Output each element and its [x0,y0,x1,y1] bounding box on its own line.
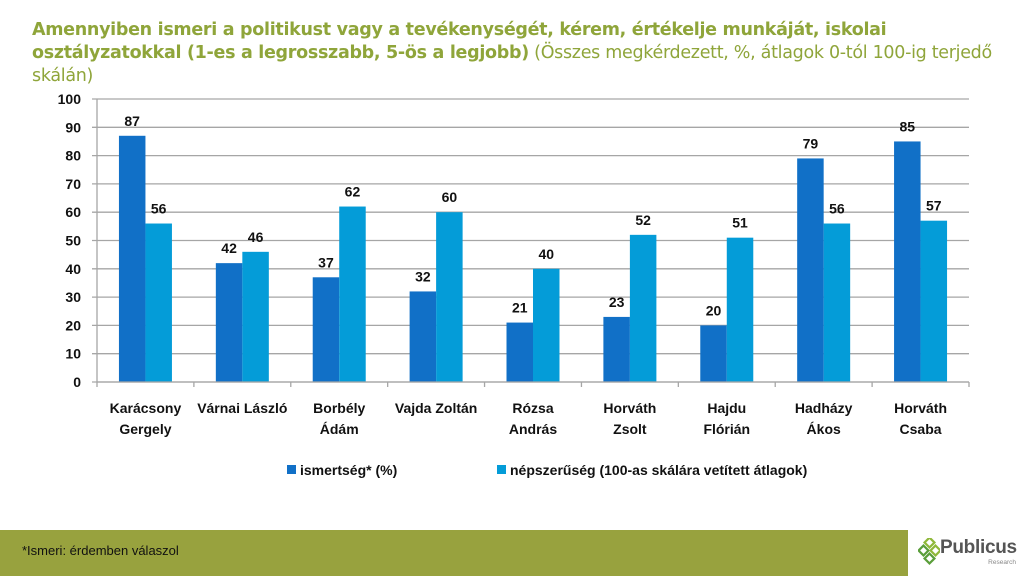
data-label: 87 [124,113,140,129]
data-label: 79 [803,135,819,151]
bars [118,135,948,382]
data-label: 85 [900,118,916,134]
y-tick-label: 80 [65,148,81,164]
footer-bar: *Ismeri: érdemben válaszol [0,530,908,576]
bar-ismertseg [312,277,340,382]
category-label: Karácsony [110,400,182,416]
category-label: Horváth [894,400,947,416]
category-label: Ádám [320,421,359,437]
legend: ismertség* (%) népszerűség (100-as skálár… [287,462,807,478]
data-label: 52 [635,212,651,228]
category-label: Borbély [313,400,365,416]
category-label: Csaba [900,421,942,437]
bar-nepszeruseg [339,206,366,382]
data-label: 37 [318,254,334,270]
data-label: 62 [345,184,361,200]
category-label: Horváth [603,400,656,416]
bar-ismertseg [894,141,921,382]
y-tick-label: 40 [65,261,81,277]
bar-ismertseg [409,291,437,382]
category-label: Vajda Zoltán [395,400,477,416]
data-label: 20 [706,302,722,318]
legend-swatch [287,465,296,474]
bar-ismertseg [603,316,630,382]
legend-swatch [497,465,506,474]
data-label: 23 [609,294,625,310]
data-label: 57 [926,198,942,214]
bar-ismertseg [215,263,243,382]
logo-subtext: Research [988,559,1016,566]
y-tick-label: 100 [58,91,82,107]
data-label: 60 [442,189,458,205]
data-label: 42 [221,240,237,256]
bar-nepszeruseg [920,220,948,382]
footnote: *Ismeri: érdemben válaszol [22,543,179,558]
chart-title-bold: Amennyiben ismeri a politikust vagy a te… [32,20,887,63]
bar-ismertseg [118,135,146,382]
bar-nepszeruseg [823,223,851,382]
data-label: 56 [151,201,167,217]
bar-ismertseg [506,322,533,382]
category-label: Hajdu [707,400,746,416]
data-labels: 87 56 42 46 37 62 32 60 21 40 23 52 20 51 79 56 85 57 [124,113,941,319]
y-tick-label: 0 [73,374,81,390]
category-label: Ákos [807,421,841,437]
bar-nepszeruseg [533,268,560,382]
y-tick-label: 90 [65,119,81,135]
bar-nepszeruseg [726,237,754,382]
bar-nepszeruseg [242,251,269,382]
bar-ismertseg [700,325,727,382]
publicus-logo: Publicus Research [916,534,1020,574]
x-axis [96,381,970,387]
chart-title-subtitle: (Összes megkérdezett, %, átlagok 0-tól 1… [32,43,992,86]
bar-nepszeruseg [629,234,657,382]
logo-diamonds-icon [918,538,940,566]
category-labels: Karácsony Gergely Várnai László Borbély Ádám… [110,400,947,437]
category-label: Gergely [119,421,171,437]
y-tick-label: 10 [65,346,81,362]
data-label: 32 [415,268,431,284]
data-label: 56 [829,201,845,217]
bar-nepszeruseg [145,223,172,382]
y-tick-label: 60 [65,204,81,220]
data-label: 40 [538,246,554,262]
bar-ismertseg [797,158,824,382]
chart-title: Amennyiben ismeri a politikust vagy a te… [32,19,1012,88]
logo-text: Publicus [940,537,1017,558]
y-tick-label: 30 [65,289,81,305]
category-label: Flórián [703,421,750,437]
category-label: András [509,421,557,437]
data-label: 21 [512,300,528,316]
y-tick-label: 70 [65,176,81,192]
y-axis-ticks: 0 10 20 30 40 50 60 70 80 90 100 [58,91,82,390]
bar-chart: 0 10 20 30 40 50 60 70 80 90 100 87 56 42 46 37 62 32 60 2… [58,91,970,478]
y-tick-label: 50 [65,233,81,249]
category-label: Rózsa [512,400,553,416]
legend-label: népszerűség (100-as skálára vetített átl… [510,462,807,478]
category-label: Hadházy [795,400,853,416]
legend-label: ismertség* (%) [300,462,397,478]
data-label: 46 [248,229,264,245]
category-label: Várnai László [197,400,287,416]
category-label: Zsolt [613,421,647,437]
y-tick-label: 20 [65,317,81,333]
data-label: 51 [732,215,748,231]
bar-nepszeruseg [436,212,463,382]
